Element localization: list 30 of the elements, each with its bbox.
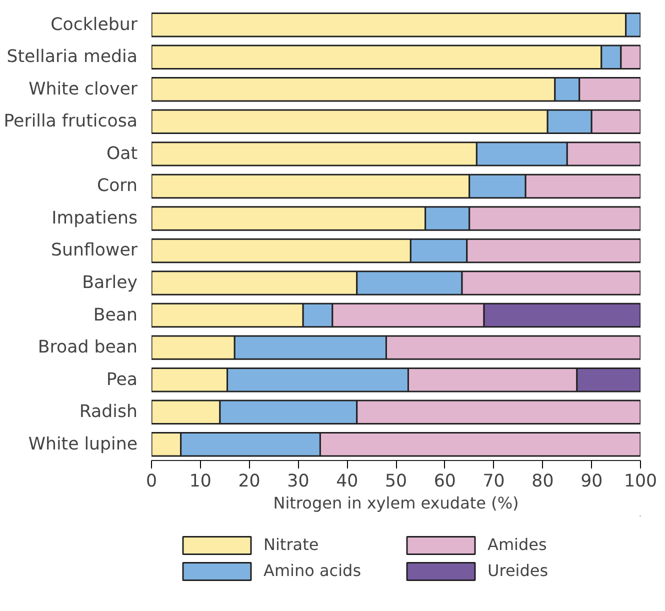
y-tick-label: Perilla fruticosa: [4, 112, 138, 132]
x-tick-label: 30: [287, 472, 310, 492]
y-tick-label: Stellaria media: [6, 47, 138, 68]
y-tick-label: White lupine: [28, 434, 138, 454]
x-tick-label: 10: [189, 472, 212, 492]
y-tick-label: Corn: [96, 176, 138, 196]
legend-label: Amides: [488, 535, 548, 554]
y-tick-label: Oat: [106, 144, 138, 164]
x-axis-title: Nitrogen in xylem exudate (%): [273, 494, 519, 512]
x-tick-label: 100: [624, 472, 658, 492]
y-tick-label: White clover: [28, 79, 138, 100]
x-tick-label: 0: [146, 472, 158, 492]
x-tick-label: 50: [384, 472, 408, 492]
x-tick-label: 80: [532, 472, 554, 492]
y-tick-label: Sunflower: [51, 240, 138, 261]
x-tick-label: 20: [238, 472, 260, 492]
y-tick-label: Pea: [106, 370, 138, 390]
y-tick-label: Barley: [82, 273, 138, 294]
legend-label: Ureides: [488, 561, 550, 580]
legend-label: Nitrate: [264, 535, 320, 554]
x-tick-label: 70: [482, 472, 505, 492]
y-tick-label: Cocklebur: [50, 14, 138, 35]
y-tick-label: Bean: [93, 305, 138, 326]
x-tick-label: 90: [580, 472, 603, 492]
y-tick-label: Radish: [79, 402, 138, 422]
x-tick-label: 40: [336, 472, 358, 492]
x-tick-label: 60: [434, 472, 456, 492]
y-tick-label: Broad bean: [38, 338, 138, 358]
legend-label: Amino acids: [264, 561, 362, 580]
y-tick-label: Impatiens: [52, 208, 138, 228]
